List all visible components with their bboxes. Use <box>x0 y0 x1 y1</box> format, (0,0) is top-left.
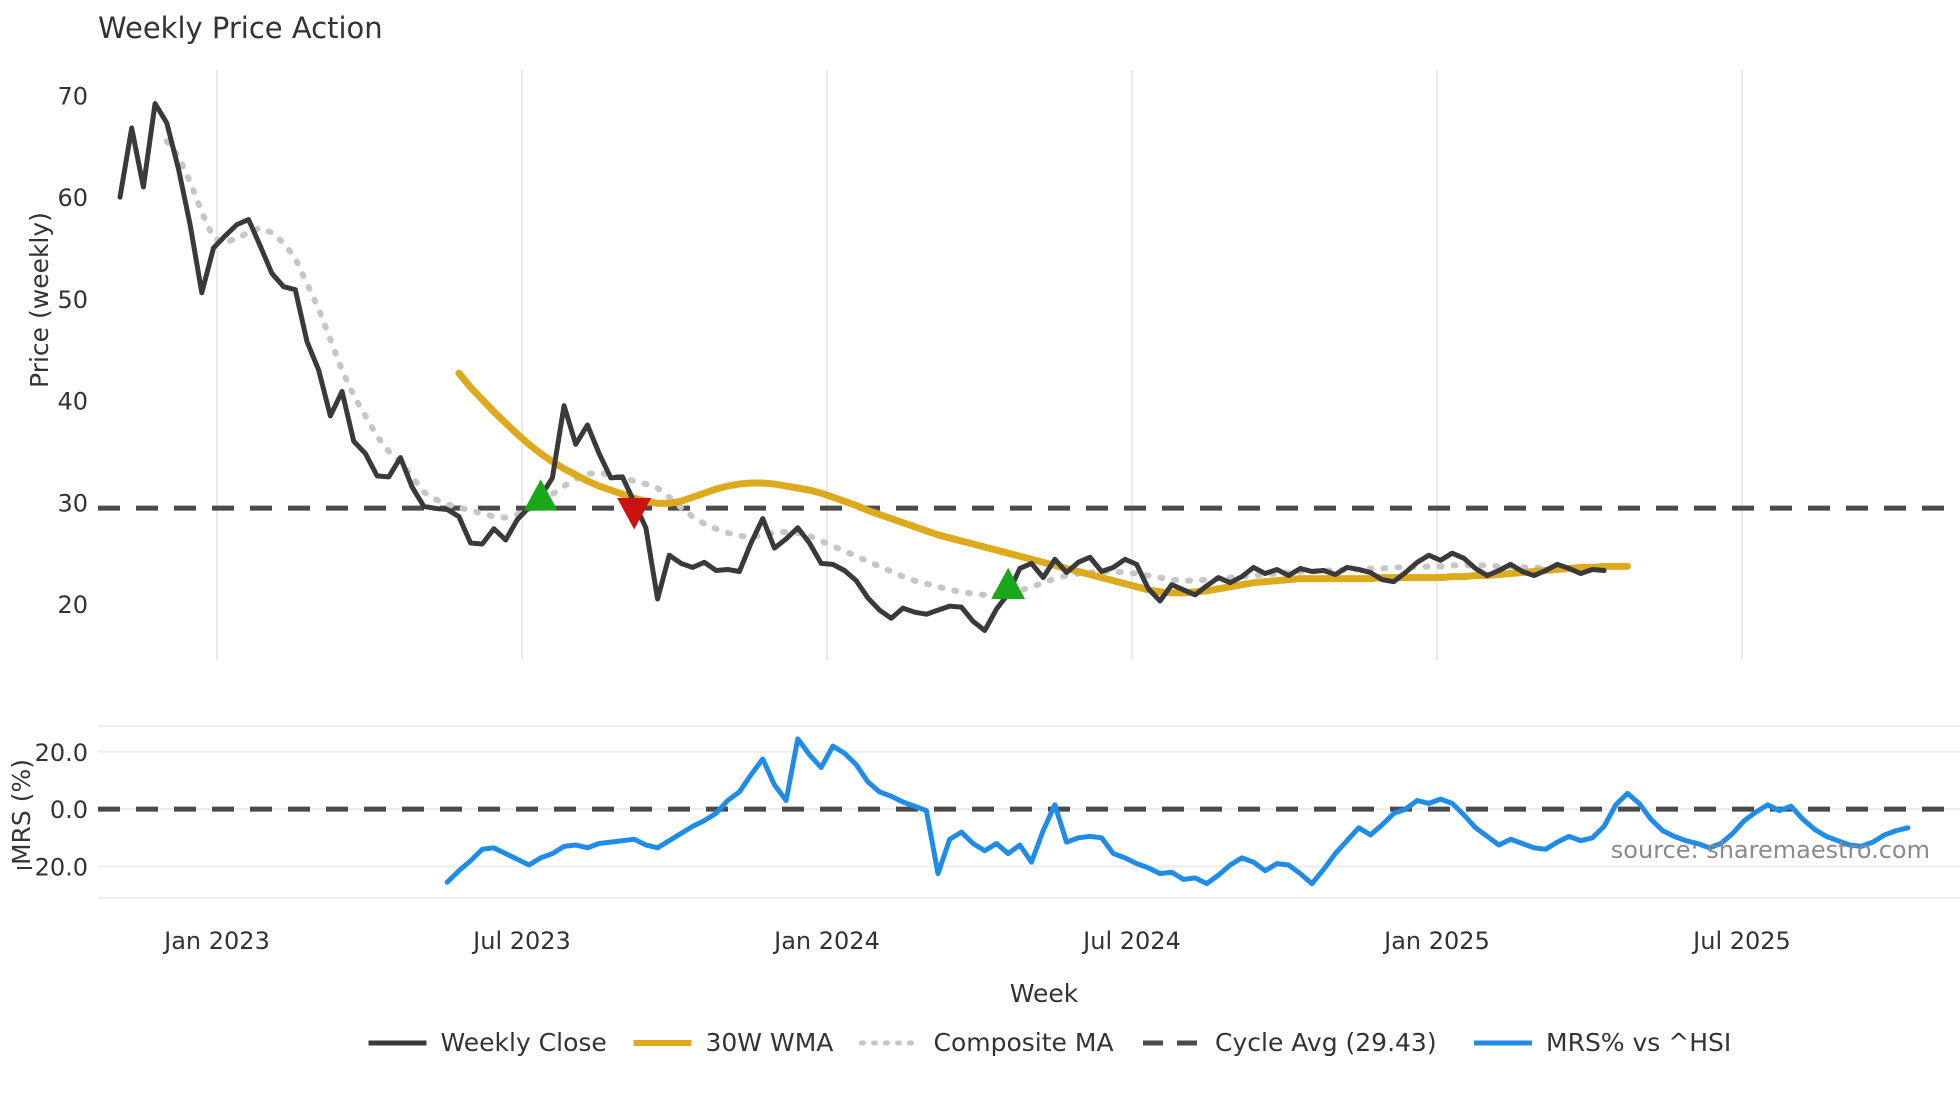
price-axis-label: Price (weekly) <box>25 212 54 388</box>
x-tick-label: Jan 2023 <box>162 927 270 955</box>
series-line <box>117 101 1607 633</box>
axis-layer: 20 30 40 50 60 70 −20.0 0.0 20.0 Jan 2023 Jul 2023… <box>14 82 1790 955</box>
mrs-y-tick-label: −20.0 <box>14 853 88 881</box>
price-y-tick-label: 60 <box>57 184 88 212</box>
legend-item[interactable]: MRS% vs ^HSI <box>1474 1028 1731 1057</box>
legend-label: MRS% vs ^HSI <box>1546 1028 1731 1057</box>
mrs-y-tick-label: 0.0 <box>50 796 88 824</box>
mrs-y-tick-label: 20.0 <box>35 739 88 767</box>
source-note: source: sharemaestro.com <box>1611 836 1930 864</box>
x-tick-label: Jan 2024 <box>772 927 880 955</box>
gridlines <box>98 70 1960 899</box>
legend-item[interactable]: 30W WMA <box>633 1028 834 1057</box>
chart-title: Weekly Price Action <box>98 11 383 45</box>
x-tick-label: Jul 2024 <box>1081 927 1181 955</box>
x-tick-label: Jan 2025 <box>1382 927 1490 955</box>
x-axis-label: Week <box>1010 979 1079 1008</box>
price-panel <box>98 101 1960 633</box>
chart-legend: Weekly Close 30W WMA Composite MA Cycle Avg… <box>368 1028 1731 1057</box>
series-line <box>444 736 1911 887</box>
price-y-tick-label: 70 <box>57 82 88 110</box>
sell-signal-marker <box>617 498 652 530</box>
mrs-panel <box>98 736 1960 887</box>
x-tick-label: Jul 2025 <box>1691 927 1791 955</box>
legend-label: 30W WMA <box>706 1028 834 1057</box>
price-y-tick-label: 50 <box>57 286 88 314</box>
legend-label: Composite MA <box>934 1028 1114 1057</box>
legend-item[interactable]: Cycle Avg (29.43) <box>1143 1028 1437 1057</box>
price-y-tick-label: 40 <box>57 388 88 416</box>
legend-label: Weekly Close <box>441 1028 607 1057</box>
legend-item[interactable]: Weekly Close <box>368 1028 607 1057</box>
buy-signal-marker <box>991 567 1026 600</box>
buy-signal-marker <box>523 479 558 511</box>
mrs-axis-label: MRS (%) <box>7 759 36 865</box>
legend-label: Cycle Avg (29.43) <box>1215 1028 1437 1057</box>
x-tick-label: Jul 2023 <box>471 927 571 955</box>
legend-item[interactable]: Composite MA <box>859 1028 1114 1057</box>
price-y-tick-label: 20 <box>57 591 88 619</box>
price-y-tick-label: 30 <box>57 489 88 517</box>
series-line <box>455 369 1631 597</box>
